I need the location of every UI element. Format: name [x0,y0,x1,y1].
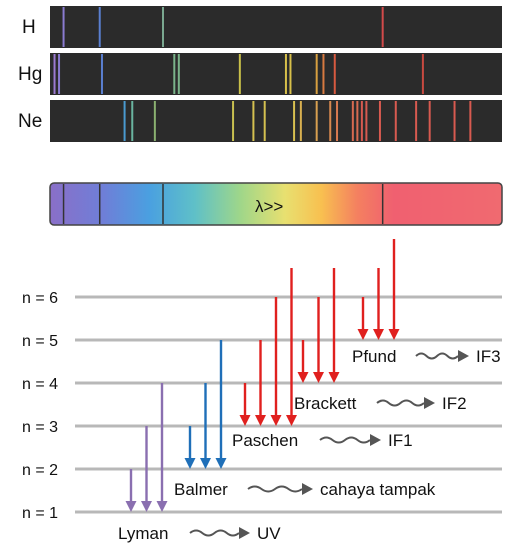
series-lyman: Lyman UV [118,524,281,543]
energy-level-label: n = 3 [22,419,58,436]
squiggle-arrow-head [302,483,313,495]
squiggle-arrow-head [239,527,250,539]
squiggle-arrow [415,352,459,360]
spectrum-strip [50,100,502,142]
arrow-head [200,458,211,469]
series-balmer: Balmer cahaya tampak [174,480,436,499]
visible-spectrum-bar: λ>> [49,182,503,226]
squiggle-arrow [189,529,240,537]
transition-arrows [125,239,400,512]
series-labels: Lyman UV Balmer cahaya tampak Paschen IF1 Brac… [118,347,501,543]
spectrum-strip [50,53,502,95]
arrow-head [286,415,297,426]
spectrum-label-h: H [22,17,36,38]
spectrum-h [50,6,502,48]
transitions-paschen [239,268,297,426]
series-name: Brackett [294,394,357,413]
series-paschen: Paschen IF1 [232,431,413,450]
series-brackett: Brackett IF2 [294,394,467,413]
arrow-head [373,329,384,340]
spectrum-label-hg: Hg [18,64,42,85]
arrow-head [125,501,137,512]
transitions-balmer [184,340,227,469]
transitions-brackett [297,268,340,383]
spectrum-ne [50,100,502,142]
series-result: UV [257,524,281,543]
emission-spectra [50,6,502,142]
arrow-head [156,501,168,512]
squiggle-arrow-head [370,434,381,446]
series-name: Pfund [352,347,396,366]
spectrum-label-ne: Ne [18,111,42,132]
squiggle-arrow-head [424,397,435,409]
series-result: IF2 [442,394,467,413]
arrow-head [215,458,227,469]
squiggle-arrow [376,399,425,407]
energy-level-label: n = 2 [22,462,58,479]
energy-level-label: n = 5 [22,333,58,350]
squiggle-arrow [319,436,371,444]
wavelength-label: λ>> [255,197,283,216]
energy-level-label: n = 6 [22,290,58,307]
arrow-head [297,372,309,383]
arrow-head [184,458,196,469]
series-name: Balmer [174,480,228,499]
arrow-head [270,415,282,426]
energy-level-label: n = 4 [22,376,58,393]
transitions-pfund [357,239,400,340]
arrow-head [313,372,324,383]
series-result: cahaya tampak [320,480,436,499]
energy-level-label: n = 1 [22,505,58,522]
spectrum-strip [50,6,502,48]
series-name: Lyman [118,524,168,543]
arrow-head [141,501,152,512]
squiggle-arrow-head [458,350,469,362]
series-pfund: Pfund IF3 [352,347,501,366]
squiggle-arrow [247,485,303,493]
arrow-head [255,415,266,426]
arrow-head [328,372,340,383]
transitions-lyman [125,383,168,512]
spectrum-hg [50,53,502,95]
series-name: Paschen [232,431,298,450]
series-result: IF3 [476,347,501,366]
arrow-head [388,329,400,340]
series-result: IF1 [388,431,413,450]
arrow-head [357,329,369,340]
arrow-head [239,415,251,426]
